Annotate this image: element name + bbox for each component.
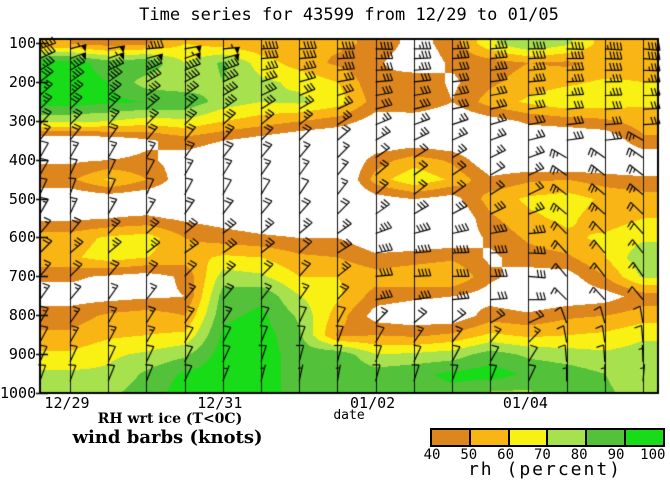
y-axis-tick-label: 800 — [8, 306, 36, 325]
legend-tick-label: 40 — [423, 447, 441, 463]
legend-tick-label: 90 — [607, 447, 625, 463]
legend-tick-label: 60 — [497, 447, 515, 463]
legend-swatch — [546, 428, 588, 447]
y-axis-tick-label: 900 — [8, 345, 36, 364]
y-axis-tick-label: 1000 — [0, 384, 37, 402]
legend-tick-label: 70 — [533, 447, 551, 463]
wind-barb-units-note: wind barbs (knots) — [72, 427, 263, 448]
legend-tick-label: 50 — [460, 447, 478, 463]
x-axis-tick-label: 12/31 — [197, 394, 243, 412]
x-axis-tick-label: 01/04 — [502, 394, 548, 412]
legend-swatch — [585, 428, 626, 447]
x-axis-tick-label: 12/29 — [44, 394, 90, 412]
legend-swatch — [623, 428, 665, 447]
legend-swatch — [507, 428, 549, 447]
y-axis-tick-label: 300 — [8, 111, 36, 130]
y-axis-tick-label: 700 — [8, 267, 36, 286]
y-axis-tick-label: 600 — [8, 228, 36, 247]
legend-title: rh (percent) — [467, 459, 623, 480]
legend-swatch — [468, 428, 510, 447]
y-axis-tick-label: 200 — [8, 72, 36, 91]
y-axis-tick-label: 100 — [8, 34, 36, 52]
rh-color-legend — [430, 428, 665, 447]
legend-tick-label: 100 — [640, 447, 666, 463]
rh-definition-note: RH wrt ice (T<0C) — [97, 411, 243, 427]
y-axis-tick-label: 400 — [8, 150, 36, 169]
legend-swatch — [430, 428, 471, 447]
x-axis-title: date — [333, 408, 365, 423]
legend-tick-label: 80 — [570, 447, 588, 463]
x-axis-tick-label: 01/02 — [350, 394, 396, 412]
chart-title: Time series for 43599 from 12/29 to 01/0… — [139, 5, 559, 25]
y-axis-tick-label: 500 — [8, 189, 36, 208]
